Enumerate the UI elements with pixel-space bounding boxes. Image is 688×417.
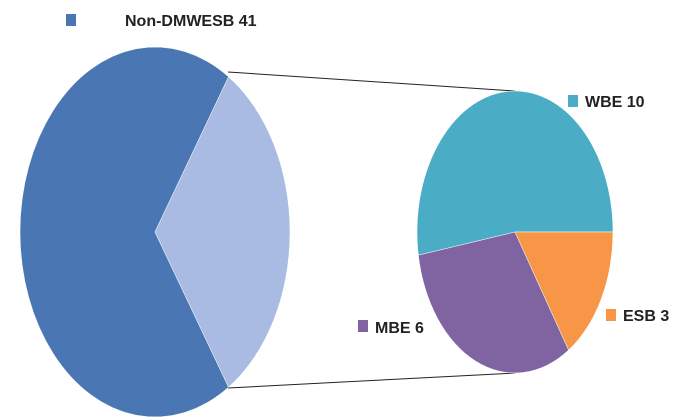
pie-slice [418,231,569,374]
label-name: ESB [623,308,656,325]
connector-line [227,372,516,389]
data-label: ESB 3 [623,308,669,325]
label-key [358,320,368,332]
label-name: Non-DMWESB [125,13,234,30]
label-name: MBE [375,320,411,337]
label-key [66,14,76,26]
data-label: MBE 6 [375,320,424,337]
data-label: WBE 10 [585,94,645,111]
pie-slice [416,90,614,256]
label-value: 41 [239,13,257,30]
pie-slice [514,231,614,351]
connector-line [227,71,516,92]
label-key [606,309,616,321]
data-label: Non-DMWESB 41 [125,13,257,30]
label-name: WBE [585,94,623,111]
label-value: 6 [415,320,424,337]
label-value: 10 [627,94,645,111]
label-key [568,95,578,107]
label-value: 3 [660,308,669,325]
pie-slice-other [154,76,291,388]
